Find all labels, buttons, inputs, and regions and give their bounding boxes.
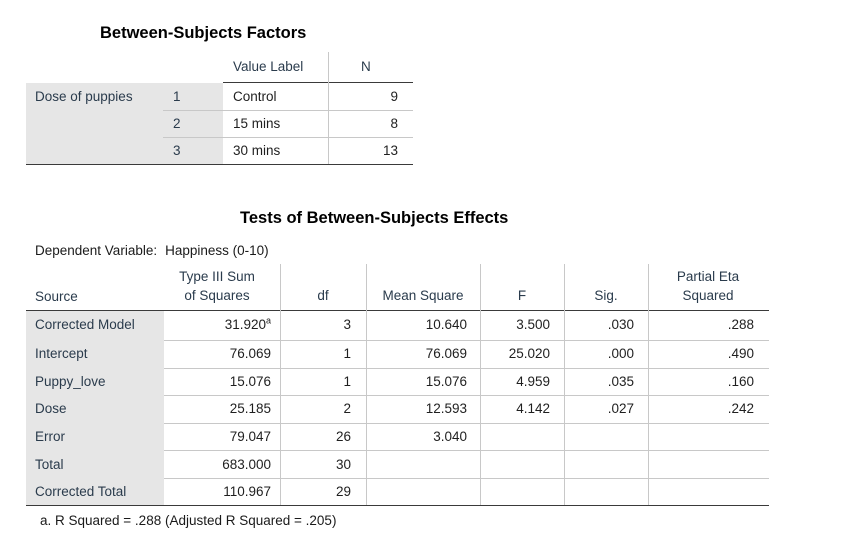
ms-cell: 12.593 (425, 401, 467, 416)
n-cell: 9 (390, 89, 398, 104)
source-cell: Dose (35, 401, 67, 416)
factors-row-rule (163, 137, 413, 138)
source-cell: Corrected Total (35, 484, 127, 499)
f-cell: 25.020 (508, 346, 550, 361)
dependent-variable-value: Happiness (0-10) (165, 243, 269, 258)
factor-level: 3 (173, 143, 181, 158)
value-label-cell: 30 mins (233, 143, 281, 158)
effects-table-title: Tests of Between-Subjects Effects (240, 209, 509, 227)
effects-row-rule (164, 395, 769, 396)
sig-cell: .027 (607, 401, 634, 416)
effects-row-rule (164, 450, 769, 451)
table-footnote: a. R Squared = .288 (Adjusted R Squared … (40, 513, 337, 528)
source-column-area (26, 311, 164, 505)
df-cell: 30 (335, 457, 351, 472)
df-cell: 29 (335, 484, 351, 499)
dependent-variable-label: Dependent Variable: (35, 243, 158, 258)
factors-header-rule (223, 82, 413, 83)
f-cell: 3.500 (516, 317, 550, 332)
f-header: F (517, 288, 527, 303)
ms-cell: 10.640 (425, 317, 467, 332)
n-header: N (361, 59, 371, 74)
factors-row-rule (163, 110, 413, 111)
factors-column-divider (328, 52, 329, 164)
ms-cell: 76.069 (425, 346, 467, 361)
ss-header-line2: of Squares (184, 288, 250, 303)
sig-cell: .035 (607, 374, 634, 389)
ss-cell: 15.076 (229, 374, 271, 389)
effects-header-rule (26, 310, 769, 311)
value-label-cell: Control (233, 89, 277, 104)
f-cell: 4.142 (516, 401, 550, 416)
ms-cell: 3.040 (433, 429, 467, 444)
factor-level: 1 (173, 89, 181, 104)
eta-cell: .490 (727, 346, 754, 361)
source-header: Source (35, 289, 78, 304)
sig-header: Sig. (594, 288, 618, 303)
factors-row-label-area (26, 83, 223, 164)
effects-bottom-rule (26, 505, 769, 506)
factors-table-title: Between-Subjects Factors (100, 24, 307, 42)
sig-cell: .030 (607, 317, 634, 332)
value-label-cell: 15 mins (233, 116, 281, 131)
effects-row-rule (164, 340, 769, 341)
mean-square-header: Mean Square (382, 288, 464, 303)
df-cell: 26 (335, 429, 351, 444)
ss-cell: 76.069 (229, 346, 271, 361)
ss-header-line1: Type III Sum (179, 269, 255, 284)
source-cell: Puppy_love (35, 374, 106, 389)
n-cell: 13 (382, 143, 398, 158)
eta-cell: .242 (727, 401, 754, 416)
factors-bottom-rule (26, 164, 413, 165)
effects-column-divider (564, 264, 565, 505)
effects-column-divider (480, 264, 481, 505)
eta-header-line2: Squared (682, 288, 734, 303)
df-cell: 3 (343, 317, 351, 332)
ss-footnote-marker: a (265, 315, 271, 326)
dependent-variable-line: Dependent Variable: Happiness (0-10) (35, 243, 269, 258)
effects-column-divider (280, 264, 281, 505)
ss-cell: 25.185 (229, 401, 271, 416)
effects-column-divider (366, 264, 367, 505)
effects-column-divider (648, 264, 649, 505)
eta-cell: .160 (727, 374, 754, 389)
f-cell: 4.959 (516, 374, 550, 389)
ss-cell: 79.047 (229, 429, 271, 444)
df-cell: 1 (343, 346, 351, 361)
df-cell: 2 (343, 401, 351, 416)
eta-header-line1: Partial Eta (676, 269, 740, 284)
df-cell: 1 (343, 374, 351, 389)
eta-cell: .288 (727, 317, 754, 332)
value-label-header: Value Label (233, 59, 304, 74)
effects-row-rule (164, 423, 769, 424)
ms-cell: 15.076 (425, 374, 467, 389)
ss-cell: 110.967 (223, 484, 271, 499)
source-cell: Total (35, 457, 64, 472)
factor-name: Dose of puppies (35, 89, 133, 104)
source-cell: Error (35, 429, 65, 444)
source-cell: Corrected Model (35, 317, 135, 332)
df-header: df (317, 288, 329, 303)
factor-level: 2 (173, 116, 181, 131)
source-cell: Intercept (35, 346, 88, 361)
effects-row-rule (164, 478, 769, 479)
ss-cell: 683.000 (222, 457, 271, 472)
effects-row-rule (164, 368, 769, 369)
sig-cell: .000 (607, 346, 634, 361)
ss-cell: 31.920a (224, 315, 271, 332)
n-cell: 8 (390, 116, 398, 131)
